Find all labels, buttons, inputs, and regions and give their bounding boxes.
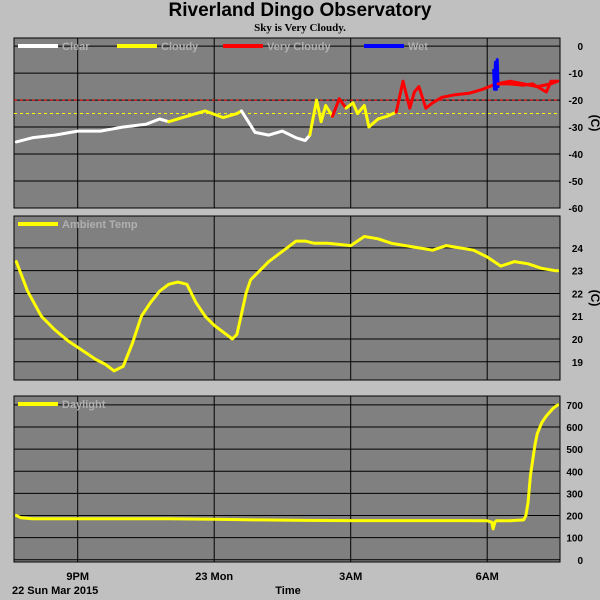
chart-panel-daylight: 0 100 200 300 400 500 600 700 Daylight: [13, 395, 583, 567]
y-tick-label: 500: [566, 445, 583, 456]
legend-label: Very Cloudy: [267, 41, 331, 53]
page-title: Riverland Dingo Observatory: [168, 0, 432, 21]
y-tick-label: 19: [572, 358, 584, 369]
x-date-label: 22 Sun Mar 2015: [12, 585, 98, 597]
chart-panel-ambient-temperature: 19 20 21 22 23 24 Ambient Temp (C): [13, 215, 600, 381]
plot-area: [13, 215, 561, 381]
series-line-wet: [492, 58, 500, 91]
y-tick-label: 20: [572, 335, 584, 346]
chart-panel-sky-temperature: 0 -10 -20 -30 -40 -50 -60 Clear Cloudy Very Cloud…: [13, 37, 600, 215]
series-line-cloudy: [167, 109, 243, 124]
x-tick-label: 9PM: [66, 571, 89, 583]
plot-area: [13, 395, 561, 563]
y-tick-label: 21: [572, 312, 584, 323]
series-line-clear: [240, 109, 312, 142]
y-tick-label: 24: [572, 244, 584, 255]
x-tick-label: 3AM: [339, 571, 362, 583]
legend-label: Ambient Temp: [62, 219, 138, 231]
y-tick-label: -50: [569, 177, 584, 188]
y-tick-label: -10: [569, 69, 584, 80]
series-line-very-cloudy: [496, 79, 560, 94]
y-tick-label: 300: [566, 489, 583, 500]
y-tick-label: 600: [566, 423, 583, 434]
series-line-cloudy: [308, 98, 334, 137]
series-line-daylight: [14, 403, 560, 531]
y-tick-label: 200: [566, 512, 583, 523]
y-tick-label: 400: [566, 467, 583, 478]
y-tick-label: -40: [569, 150, 584, 161]
x-tick-label: 23 Mon: [195, 571, 233, 583]
y-tick-label: 22: [572, 289, 584, 300]
y-tick-label: -60: [569, 204, 584, 215]
y-tick-label: -30: [569, 123, 584, 134]
y-tick-label: 700: [566, 401, 583, 412]
series-line-clear: [14, 117, 171, 144]
x-axis-label: Time: [275, 585, 300, 597]
y-tick-label: 0: [577, 42, 583, 53]
y-axis-unit: (C): [588, 115, 600, 132]
y-tick-label: 0: [577, 556, 583, 567]
legend-label: Cloudy: [161, 41, 199, 53]
legend-label: Clear: [62, 41, 90, 53]
legend-label: Wet: [408, 41, 428, 53]
legend-label: Daylight: [62, 399, 106, 411]
series-line-cloudy: [344, 101, 398, 129]
y-axis-unit: (C): [588, 290, 600, 307]
series-line-ambient-temp: [14, 235, 560, 373]
y-tick-label: 100: [566, 534, 583, 545]
y-tick-label: 23: [572, 267, 584, 278]
x-tick-label: 6AM: [476, 571, 499, 583]
y-tick-label: -20: [569, 96, 584, 107]
sky-status-subtitle: Sky is Very Cloudy.: [254, 22, 346, 34]
plot-area: [13, 37, 561, 209]
series-line-very-cloudy: [331, 97, 348, 118]
